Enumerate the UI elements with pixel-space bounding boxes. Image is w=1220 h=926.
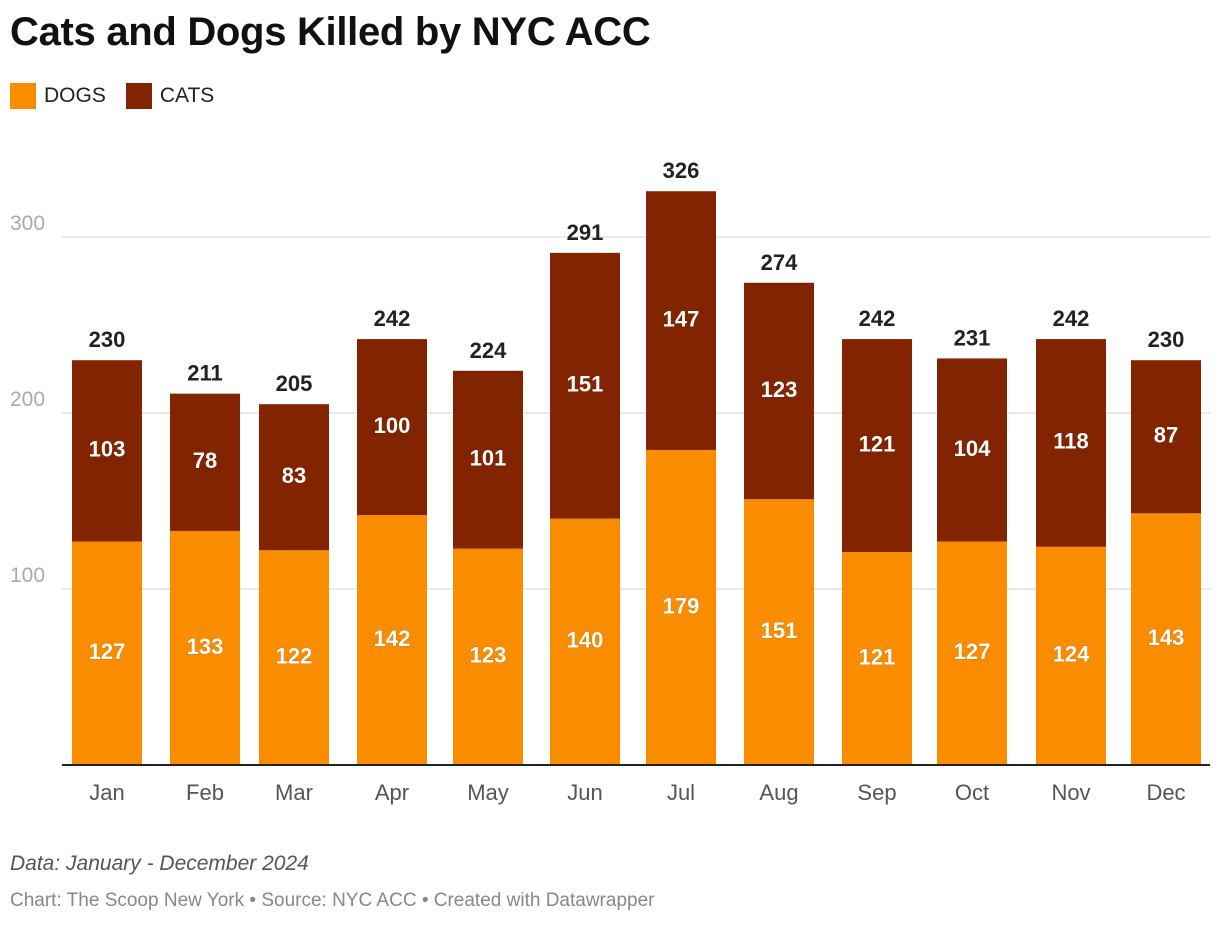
legend-swatch-dogs	[10, 83, 36, 109]
label-total-jun: 291	[567, 220, 604, 245]
bar-dogs-dec	[1131, 513, 1201, 765]
label-cats-nov: 118	[1053, 429, 1089, 454]
data-labels: 127 103 230 133 78 211 122 83 205 142 100 242 123 101…	[88, 158, 1185, 669]
x-tick-label-dec: Dec	[1146, 780, 1185, 805]
bar-dogs-jun	[550, 518, 620, 765]
bars	[72, 191, 1201, 765]
x-tick-label-oct: Oct	[955, 780, 989, 805]
label-dogs-dec: 143	[1148, 625, 1185, 650]
legend-item-cats: CATS	[125, 83, 215, 109]
label-dogs-nov: 124	[1053, 642, 1090, 667]
bar-cats-may	[453, 370, 523, 549]
label-total-mar: 205	[276, 371, 313, 396]
chart-notes: Data: January - December 2024	[10, 852, 309, 875]
label-cats-mar: 83	[282, 463, 306, 488]
bar-cats-aug	[744, 282, 814, 500]
x-tick-label-sep: Sep	[857, 780, 896, 805]
legend-item-dogs: DOGS	[10, 83, 106, 109]
legend: DOGS CATS	[10, 83, 234, 109]
bar-cats-feb	[170, 393, 240, 531]
label-dogs-aug: 151	[761, 618, 798, 643]
label-total-sep: 242	[859, 306, 896, 331]
label-total-aug: 274	[761, 250, 798, 275]
bar-cats-jun	[550, 252, 620, 519]
x-tick-label-jan: Jan	[89, 780, 124, 805]
x-tick-label-jul: Jul	[667, 780, 695, 805]
y-tick-label-100: 100	[10, 564, 45, 587]
bar-dogs-may	[453, 548, 523, 765]
bar-cats-sep	[842, 339, 912, 553]
label-total-apr: 242	[374, 306, 411, 331]
label-total-jan: 230	[89, 327, 126, 352]
label-cats-aug: 123	[761, 377, 798, 402]
x-tick-label-feb: Feb	[186, 780, 224, 805]
label-total-dec: 230	[1148, 327, 1185, 352]
label-cats-jun: 151	[567, 372, 604, 397]
gridlines: 100 200 300	[10, 212, 1210, 590]
legend-label-dogs: DOGS	[44, 84, 106, 107]
bar-dogs-jan	[72, 541, 142, 765]
x-tick-label-jun: Jun	[567, 780, 602, 805]
bar-cats-jul	[646, 191, 716, 450]
bar-dogs-apr	[357, 515, 427, 765]
label-total-jul: 326	[663, 158, 700, 183]
x-tick-label-may: May	[467, 780, 509, 805]
label-cats-oct: 104	[954, 436, 991, 461]
x-tick-label-apr: Apr	[375, 780, 409, 805]
label-total-oct: 231	[954, 325, 991, 350]
bar-cats-apr	[357, 339, 427, 516]
chart-title: Cats and Dogs Killed by NYC ACC	[10, 10, 651, 54]
bar-cats-oct	[937, 358, 1007, 542]
label-total-feb: 211	[187, 361, 223, 386]
label-dogs-jul: 179	[663, 593, 700, 618]
label-cats-jul: 147	[663, 306, 700, 331]
bar-cats-dec	[1131, 360, 1201, 514]
label-dogs-sep: 121	[859, 644, 896, 669]
bar-dogs-jul	[646, 449, 716, 765]
bar-dogs-feb	[170, 530, 240, 765]
y-tick-label-200: 200	[10, 388, 45, 411]
label-dogs-feb: 133	[187, 634, 224, 659]
bar-dogs-oct	[937, 541, 1007, 765]
legend-label-cats: CATS	[159, 84, 215, 107]
bar-dogs-mar	[259, 550, 329, 765]
x-axis: Jan Feb Mar Apr May Jun Jul Aug Sep Oct Nov Dec	[62, 764, 1210, 805]
label-dogs-oct: 127	[954, 639, 991, 664]
chart-credits: Chart: The Scoop New York • Source: NYC …	[10, 890, 655, 911]
bar-dogs-aug	[744, 499, 814, 765]
label-total-nov: 242	[1053, 306, 1090, 331]
label-total-may: 224	[470, 338, 507, 363]
label-dogs-apr: 142	[374, 626, 411, 651]
stacked-bar-chart: 100 200 300 127 103 230 133 78 211 122 83 205 142 10…	[10, 158, 1210, 805]
label-dogs-may: 123	[470, 643, 507, 668]
label-dogs-mar: 122	[276, 643, 313, 668]
bar-dogs-sep	[842, 552, 912, 765]
label-cats-jan: 103	[89, 437, 126, 462]
x-tick-label-mar: Mar	[275, 780, 313, 805]
label-cats-apr: 100	[374, 413, 411, 438]
label-cats-feb: 78	[193, 448, 217, 473]
bar-cats-mar	[259, 404, 329, 551]
bar-dogs-nov	[1036, 546, 1106, 765]
label-dogs-jun: 140	[567, 628, 604, 653]
label-cats-may: 101	[470, 445, 507, 470]
label-dogs-jan: 127	[89, 639, 126, 664]
y-tick-label-300: 300	[10, 212, 45, 235]
label-cats-dec: 87	[1154, 423, 1178, 448]
bar-cats-nov	[1036, 339, 1106, 547]
legend-swatch-cats	[125, 83, 152, 109]
x-tick-label-aug: Aug	[759, 780, 798, 805]
label-cats-sep: 121	[859, 431, 896, 456]
bar-cats-jan	[72, 360, 142, 542]
x-tick-label-nov: Nov	[1051, 780, 1090, 805]
